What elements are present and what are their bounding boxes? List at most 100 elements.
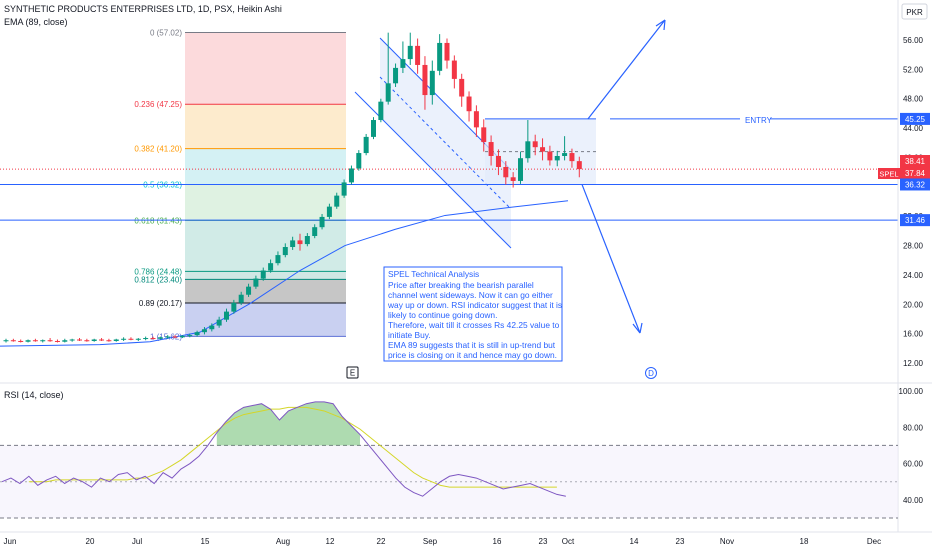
candle-body [495, 155, 501, 167]
candle-body [503, 166, 509, 178]
rsi-axis[interactable]: 40.00 60.00 80.00 100.00 [899, 387, 924, 505]
candle-body [32, 340, 38, 342]
symbol-tag: SPEL [878, 168, 900, 179]
candle-body [576, 161, 582, 170]
scenario-arrows[interactable] [581, 19, 666, 334]
candle-body [525, 141, 531, 159]
candle-body [260, 270, 266, 279]
up-scenario-arrow [587, 19, 666, 120]
note-line: Therefore, wait till it crosses Rs 42.25… [388, 320, 560, 330]
candle-body [371, 120, 376, 137]
fib-zone-band [185, 279, 346, 304]
price-badge [900, 155, 930, 167]
candle-body [282, 247, 288, 256]
fib-level-label: 0.236 (47.25) [134, 100, 182, 109]
time-tick-label: 20 [86, 537, 95, 546]
time-tick-label: 23 [676, 537, 685, 546]
price-badge-label: 31.46 [905, 216, 926, 225]
candle-body [84, 340, 90, 342]
note-line: way up or down. RSI indicator suggest th… [387, 300, 562, 310]
rsi-line [1, 401, 566, 497]
price-badge [900, 178, 930, 191]
candle-body [77, 339, 82, 341]
candle-body [201, 329, 207, 333]
price-axis[interactable]: 12.0016.0020.0024.0028.0032.0036.0040.00… [903, 36, 924, 368]
candle-body [128, 338, 134, 340]
horizontal-lines [0, 118, 898, 221]
candle-body [547, 151, 553, 161]
time-tick-label: Nov [720, 537, 734, 546]
candle-body [326, 206, 332, 217]
candle-body [363, 136, 369, 154]
candle-body [348, 168, 354, 183]
down-scenario-arrow [581, 184, 641, 334]
candle-body [3, 340, 9, 342]
time-tick-label: 12 [326, 537, 335, 546]
time-axis[interactable]: Jun 20 Jul 15 Aug 12 22 Sep 16 23 Oct 14 23 Nov 18 Dec [4, 537, 882, 546]
rsi-indicator-label[interactable]: RSI (14, close) [4, 390, 64, 400]
time-tick-label: Dec [867, 537, 881, 546]
fib-zone-band [185, 148, 346, 185]
candle-body [216, 319, 222, 326]
time-tick-label: 15 [201, 537, 210, 546]
rsi-tick-label: 80.00 [903, 423, 924, 432]
ema-indicator-label[interactable]: EMA (89, close) [4, 17, 68, 27]
candle-body [172, 336, 178, 338]
note-line: SPEL Technical Analysis [388, 269, 479, 279]
candle-body [157, 337, 163, 339]
fib-zone-band [185, 104, 346, 149]
note-line: price is closing on it and hence may go … [388, 350, 557, 360]
candle-body [400, 59, 406, 68]
note-line: Price after breaking the bearish paralle… [388, 280, 534, 290]
fib-level-label: 0 (57.02) [150, 29, 182, 38]
price-badge-label: 45.25 [905, 115, 926, 124]
note-line: EMA 89 suggests that it is still in up-t… [388, 340, 556, 350]
candle-body [466, 96, 472, 112]
candle-body [238, 294, 244, 303]
analysis-note[interactable]: SPEL Technical Analysis Price after brea… [383, 266, 563, 362]
candle-body [69, 339, 75, 341]
time-tick-label: Oct [562, 537, 575, 546]
candle-body [10, 340, 16, 342]
time-tick-label: 14 [630, 537, 639, 546]
candle-body [393, 67, 399, 84]
candle-body [554, 155, 560, 161]
time-tick-label: Sep [423, 537, 438, 546]
candle-body [569, 153, 575, 162]
fib-level-label: 0.89 (20.17) [139, 299, 182, 308]
candle-body [444, 42, 450, 61]
candle-body [253, 278, 259, 287]
candle-body [341, 182, 347, 196]
fib-level-label: 0.382 (41.20) [134, 145, 182, 154]
rsi-overbought-fill [216, 401, 360, 446]
candle-body [540, 147, 546, 152]
ema-89-line [0, 200, 569, 347]
candle-body [407, 45, 413, 60]
candle-body [18, 340, 24, 342]
symbol-tag-label: SPEL [879, 170, 898, 179]
price-tick-label: 12.00 [903, 359, 924, 368]
price-tick-label: 20.00 [903, 300, 924, 309]
candle-body [224, 311, 229, 320]
rsi-ma-line [28, 406, 557, 488]
fib-retracement[interactable]: 0 (57.02)0.236 (47.25)0.382 (41.20)0.5 (… [134, 29, 346, 342]
candle-body [194, 332, 200, 336]
earnings-marker[interactable]: E [346, 366, 359, 379]
candle-body [459, 78, 465, 97]
currency-label: PKR [906, 8, 923, 17]
dividend-marker[interactable]: D [645, 367, 657, 379]
candle-body [187, 335, 193, 337]
down-arrow-head [632, 322, 643, 334]
candle-body [47, 340, 53, 342]
candle-body [422, 64, 428, 96]
candle-body [334, 195, 340, 207]
candle-body [473, 111, 479, 128]
candle-body [437, 42, 443, 71]
time-tick-label: Jun [4, 537, 17, 546]
candle-body [518, 158, 523, 181]
symbol-title: SYNTHETIC PRODUCTS ENTERPRISES LTD, 1D, … [4, 4, 282, 14]
price-tick-label: 56.00 [903, 36, 924, 45]
currency-box[interactable]: PKR [901, 3, 928, 20]
fib-zone-band [185, 220, 346, 272]
